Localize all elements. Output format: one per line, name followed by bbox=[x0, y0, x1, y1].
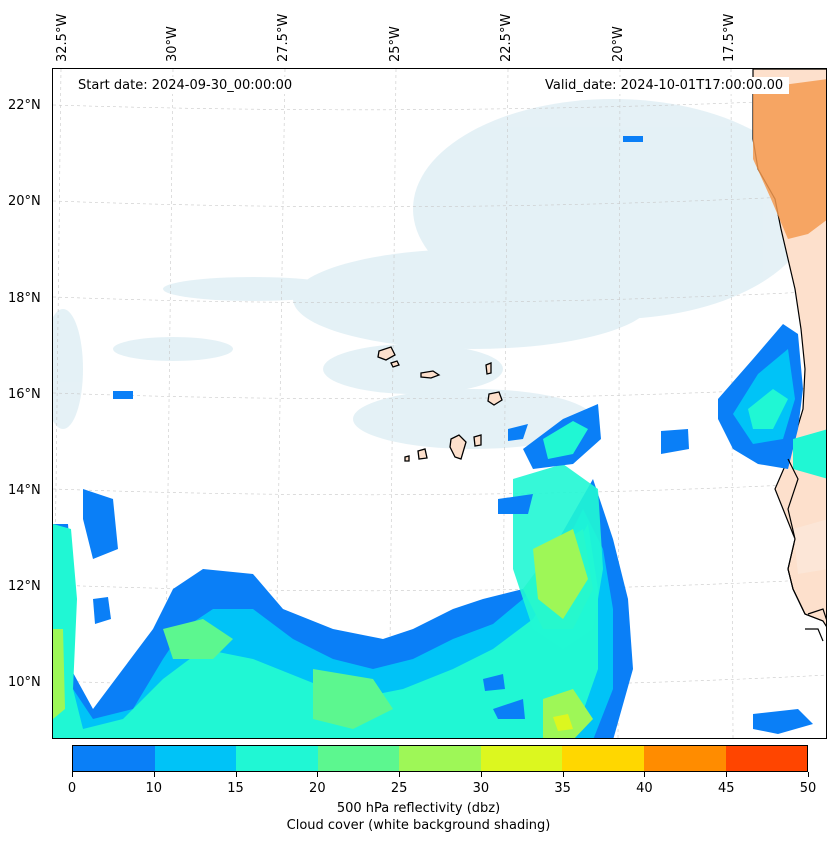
colorbar-tick-label: 20 bbox=[309, 781, 326, 796]
colorbar-subtitle: Cloud cover (white background shading) bbox=[286, 818, 551, 833]
latitude-label: 10°N bbox=[8, 675, 41, 690]
colorbar-tick-label: 50 bbox=[799, 781, 817, 796]
colorbar-tick bbox=[399, 772, 401, 777]
colorbar-title: 500 hPa reflectivity (dbz) bbox=[336, 801, 501, 816]
longitude-label: 25°W bbox=[388, 26, 403, 62]
colorbar-tick bbox=[562, 772, 564, 777]
colorbar-tick-label: 45 bbox=[717, 781, 735, 796]
colorbar-tick-label: 40 bbox=[636, 781, 653, 796]
cloud-cover-layer bbox=[53, 99, 813, 449]
colorbar-segment bbox=[73, 746, 155, 771]
colorbar-tick bbox=[480, 772, 482, 777]
longitude-label: 22.5°W bbox=[499, 13, 514, 62]
colorbar-segment bbox=[480, 746, 563, 771]
colorbar-tick-label: 25 bbox=[390, 781, 408, 796]
valid-date-label: Valid_date: 2024-10-01T17:00:00.00 bbox=[539, 77, 790, 94]
colorbar-tick bbox=[726, 772, 728, 777]
coastline bbox=[787, 458, 826, 642]
longitude-label: 32.5°W bbox=[55, 13, 70, 62]
map-panel bbox=[52, 68, 827, 739]
colorbar-segment bbox=[399, 746, 481, 771]
colorbar-tick bbox=[72, 772, 73, 777]
latitude-label: 22°N bbox=[8, 98, 41, 113]
colorbar-segment bbox=[725, 746, 808, 771]
colorbar-tick bbox=[808, 772, 809, 777]
reflectivity-layer bbox=[53, 136, 826, 738]
latitude-label: 16°N bbox=[8, 387, 41, 402]
colorbar-tick bbox=[153, 772, 155, 777]
colorbar-segment bbox=[643, 746, 726, 771]
latitude-label: 12°N bbox=[8, 579, 41, 594]
colorbar-tick bbox=[235, 772, 237, 777]
longitude-label: 20°W bbox=[611, 26, 626, 62]
longitude-label: 17.5°W bbox=[722, 13, 737, 62]
colorbar-tick-label: 30 bbox=[472, 781, 490, 796]
longitude-label: 30°W bbox=[165, 26, 180, 62]
colorbar-segment bbox=[317, 746, 400, 771]
colorbar-segment bbox=[154, 746, 237, 771]
reflectivity-colorbar bbox=[72, 745, 808, 772]
colorbar-tick-label: 15 bbox=[227, 781, 244, 796]
latitude-label: 18°N bbox=[8, 291, 41, 306]
latitude-label: 20°N bbox=[8, 194, 41, 209]
start-date-label: Start date: 2024-09-30_00:00:00 bbox=[72, 77, 299, 94]
colorbar-tick-label: 0 bbox=[67, 781, 77, 796]
colorbar-tick-label: 10 bbox=[145, 781, 163, 796]
latitude-label: 14°N bbox=[8, 483, 41, 498]
colorbar-segment bbox=[562, 746, 644, 771]
cape-verde-islands bbox=[377, 346, 503, 462]
colorbar-segment bbox=[236, 746, 318, 771]
colorbar-tick bbox=[644, 772, 646, 777]
colorbar-tick-label: 35 bbox=[554, 781, 571, 796]
colorbar-tick bbox=[317, 772, 319, 777]
map-canvas bbox=[53, 69, 826, 738]
longitude-label: 27.5°W bbox=[276, 13, 291, 62]
